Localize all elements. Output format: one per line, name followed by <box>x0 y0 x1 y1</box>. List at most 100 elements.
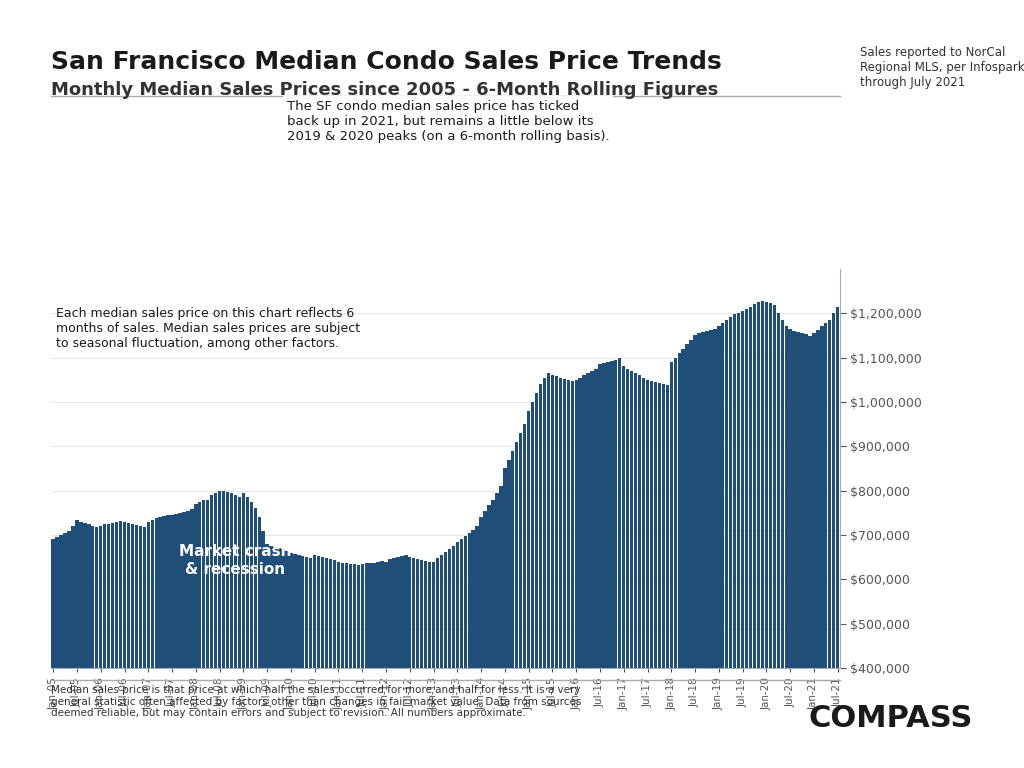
Bar <box>106 524 111 768</box>
Bar <box>737 313 740 768</box>
Bar <box>238 498 241 768</box>
Bar <box>749 306 753 768</box>
Bar <box>254 508 257 768</box>
Bar <box>721 323 724 768</box>
Bar <box>527 411 530 768</box>
Bar <box>123 521 126 768</box>
Bar <box>329 559 332 768</box>
Bar <box>468 533 471 768</box>
Bar <box>559 378 562 768</box>
Bar <box>642 378 645 768</box>
Bar <box>653 382 657 768</box>
Bar <box>68 531 71 768</box>
Bar <box>420 560 423 768</box>
Bar <box>519 433 522 768</box>
Bar <box>824 323 827 768</box>
Bar <box>103 524 106 768</box>
Bar <box>396 558 399 768</box>
Bar <box>325 558 329 768</box>
Bar <box>142 527 146 768</box>
Bar <box>808 336 812 768</box>
Bar <box>583 376 586 768</box>
Bar <box>689 339 693 768</box>
Bar <box>500 486 503 768</box>
Bar <box>333 561 336 768</box>
Bar <box>159 518 162 768</box>
Bar <box>555 376 558 768</box>
Bar <box>757 302 760 768</box>
Bar <box>63 533 67 768</box>
Bar <box>377 561 380 768</box>
Bar <box>630 371 634 768</box>
Bar <box>666 385 669 768</box>
Bar <box>404 555 408 768</box>
Text: Pandemic hits ▲: Pandemic hits ▲ <box>712 236 824 248</box>
Bar <box>464 536 467 768</box>
Bar <box>135 525 138 768</box>
Bar <box>626 369 630 768</box>
Bar <box>269 546 272 768</box>
Bar <box>496 493 499 768</box>
Bar <box>475 526 479 768</box>
Bar <box>289 553 293 768</box>
Bar <box>198 502 202 768</box>
Bar <box>744 309 749 768</box>
Bar <box>242 493 245 768</box>
Bar <box>515 442 518 768</box>
Bar <box>155 518 158 768</box>
Bar <box>127 522 130 768</box>
Bar <box>610 361 613 768</box>
Bar <box>369 563 372 768</box>
Bar <box>317 556 321 768</box>
Text: Each median sales price on this chart reflects 6
months of sales. Median sales p: Each median sales price on this chart re… <box>56 307 360 350</box>
Bar <box>305 558 308 768</box>
Bar <box>146 521 150 768</box>
Bar <box>507 459 511 768</box>
Text: Median sales price is that price at which half the sales occurred for more and h: Median sales price is that price at whic… <box>51 685 582 718</box>
Bar <box>547 373 550 768</box>
Bar <box>301 556 304 768</box>
Bar <box>788 329 792 768</box>
Bar <box>214 493 217 768</box>
Bar <box>202 501 206 768</box>
Bar <box>828 319 831 768</box>
Bar <box>261 531 265 768</box>
Bar <box>436 558 439 768</box>
Bar <box>297 555 300 768</box>
Bar <box>163 516 166 768</box>
Bar <box>182 512 185 768</box>
Bar <box>650 381 653 768</box>
Bar <box>710 330 713 768</box>
Bar <box>432 561 435 768</box>
Bar <box>352 564 356 768</box>
Bar <box>409 558 412 768</box>
Bar <box>273 548 276 768</box>
Bar <box>797 332 800 768</box>
Bar <box>345 564 348 768</box>
Bar <box>773 305 776 768</box>
Bar <box>479 518 482 768</box>
Bar <box>801 333 804 768</box>
Bar <box>365 564 368 768</box>
Bar <box>83 522 87 768</box>
Bar <box>574 379 578 768</box>
Bar <box>360 564 364 768</box>
Bar <box>384 561 388 768</box>
Bar <box>717 326 721 768</box>
Bar <box>460 538 463 768</box>
Bar <box>483 511 486 768</box>
Bar <box>373 562 376 768</box>
Bar <box>388 559 391 768</box>
Bar <box>111 522 115 768</box>
Bar <box>321 558 325 768</box>
Text: Monthly Median Sales Prices since 2005 - 6-Month Rolling Figures: Monthly Median Sales Prices since 2005 -… <box>51 81 719 98</box>
Bar <box>456 541 459 768</box>
Text: Market crash
& recession: Market crash & recession <box>179 545 292 577</box>
Bar <box>562 379 566 768</box>
Bar <box>250 502 253 768</box>
Bar <box>115 521 118 768</box>
Bar <box>392 558 395 768</box>
Bar <box>530 402 535 768</box>
Bar <box>602 362 605 768</box>
Bar <box>816 330 819 768</box>
